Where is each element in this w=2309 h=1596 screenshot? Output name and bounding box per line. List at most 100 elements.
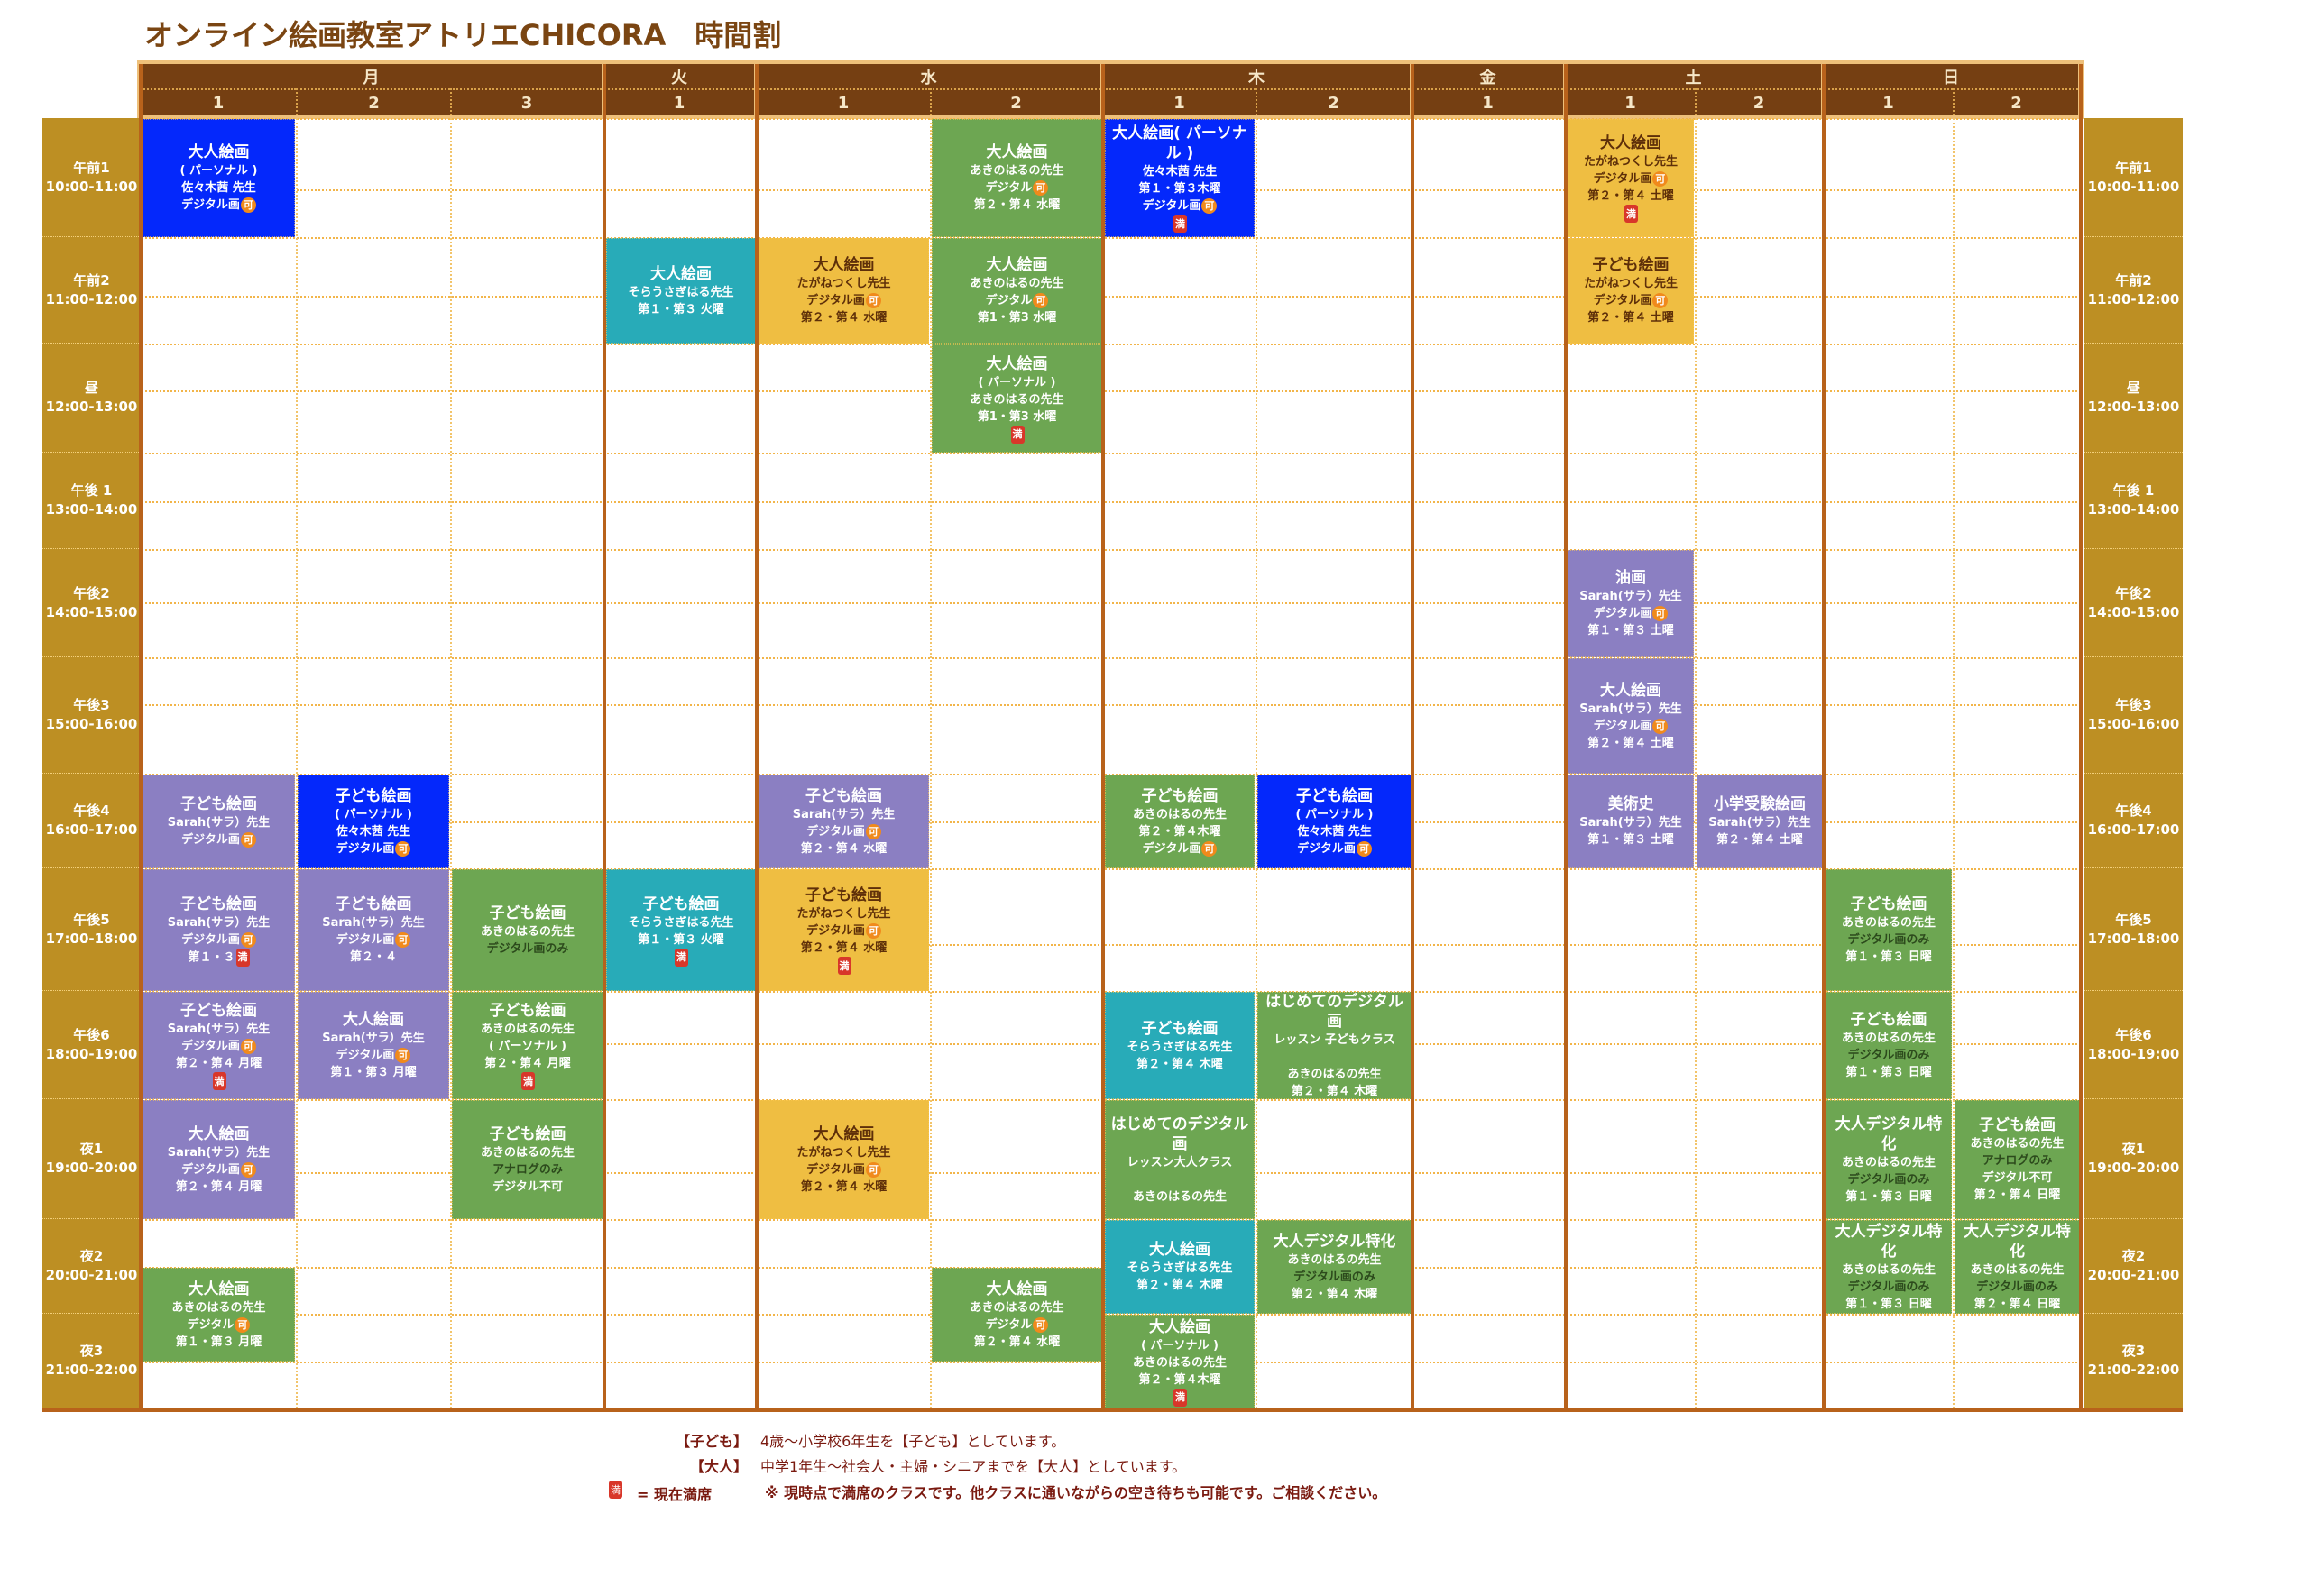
grid-line <box>1256 118 1257 1408</box>
class-text: デジタル画 <box>336 933 395 947</box>
class-block[interactable]: 大人絵画 たがねつくし先生 デジタル画可第２・第４ 水曜 <box>759 238 929 344</box>
class-block[interactable]: 子ども絵画 ( パーソナル ) 佐々木茜 先生 デジタル画可 <box>298 775 449 868</box>
slot-range: 20:00-21:00 <box>2087 1267 2180 1283</box>
class-block[interactable]: 大人絵画 あきのはるの先生 デジタル可第２・第４ 水曜 <box>932 1268 1102 1362</box>
class-block[interactable]: 子ども絵画 たがねつくし先生 デジタル画可第２・第４ 水曜満 <box>759 869 929 991</box>
class-line: 満 <box>1173 215 1187 233</box>
column-header: 1 <box>1412 88 1563 115</box>
class-text: デジタル画 <box>1142 199 1201 213</box>
class-block[interactable]: 子ども絵画 Sarah(サラ）先生 デジタル画可第１・３ 満 <box>143 869 295 991</box>
class-line: 第２・第４ 土曜 <box>1587 735 1674 752</box>
class-text: 子ども絵画 <box>1296 786 1373 805</box>
class-line: 満 <box>520 1072 535 1090</box>
class-block[interactable]: 子ども絵画 Sarah(サラ）先生 デジタル画可 <box>143 775 295 868</box>
grid-line <box>141 602 2081 604</box>
full-badge-icon: 満 <box>609 1481 622 1499</box>
class-line: あきのはるの先生 <box>481 1021 575 1038</box>
slot-range: 15:00-16:00 <box>2087 716 2180 732</box>
class-block[interactable]: 子ども絵画 そらうさぎはる先生 第２・第４ 木曜 <box>1105 992 1255 1099</box>
class-block[interactable]: 子ども絵画 ( パーソナル ) 佐々木茜 先生 デジタル画可 <box>1257 775 1412 868</box>
class-block[interactable]: 大人絵画 Sarah(サラ）先生 デジタル画可第２・第４ 土曜 <box>1568 658 1694 774</box>
class-line: 子ども絵画 <box>1142 786 1219 806</box>
grid-line <box>141 453 2081 454</box>
class-block[interactable]: はじめてのデジタル画 レッスン 子どもクラス あきのはるの先生 第２・第４ 木曜 <box>1257 992 1412 1099</box>
class-block[interactable]: 子ども絵画 あきのはるの先生 アナログのみ デジタル不可 <box>452 1100 603 1219</box>
slot-range: 10:00-11:00 <box>2087 178 2180 195</box>
class-block[interactable]: 大人絵画 あきのはるの先生 デジタル可第２・第４ 水曜 <box>932 119 1102 237</box>
class-block[interactable]: 子ども絵画 あきのはるの先生 デジタル画のみ 第１・第３ 日曜 <box>1826 992 1952 1099</box>
slot-name: 午後3 <box>2115 697 2152 713</box>
class-block[interactable]: 子ども絵画 Sarah(サラ）先生 デジタル画可第２・第４ 月曜満 <box>143 992 295 1099</box>
class-block[interactable]: 大人デジタル特化 あきのはるの先生 デジタル画のみ 第１・第３ 日曜 <box>1826 1220 1952 1314</box>
available-badge-icon: 可 <box>240 1161 256 1178</box>
class-line: 第２・第４ 水曜 <box>801 940 888 957</box>
class-block[interactable]: 大人絵画 ( パーソナル ) あきのはるの先生 第1・第3 水曜満 <box>932 344 1102 453</box>
class-block[interactable]: 子ども絵画 そらうさぎはる先生 第１・第３ 火曜満 <box>606 869 756 991</box>
grid-line <box>1953 118 1955 1408</box>
class-line: あきのはるの先生 <box>1842 914 1936 931</box>
class-block[interactable]: 大人絵画 ( パーソナル ) 佐々木茜 先生 デジタル画可 <box>143 119 295 237</box>
class-block[interactable]: 子ども絵画 あきのはるの先生 第２・第４木曜 デジタル画可 <box>1105 775 1255 868</box>
class-block[interactable]: 大人絵画 たがねつくし先生 デジタル画可第２・第４ 土曜満 <box>1568 119 1694 237</box>
class-text: デジタル <box>985 294 1033 307</box>
class-line: ( パーソナル ) <box>180 162 258 179</box>
available-badge-icon: 可 <box>1652 718 1669 734</box>
day-separator <box>1411 64 1414 1410</box>
available-badge-icon: 可 <box>1033 1316 1049 1333</box>
class-line: 第２・４ <box>350 949 397 966</box>
class-text: デジタル画 <box>806 294 865 307</box>
day-header: 水 <box>757 64 1100 88</box>
class-text: 第２・４ <box>349 950 397 964</box>
class-block[interactable]: 子ども絵画 あきのはるの先生 アナログのみ デジタル不可 第２・第４ 日曜 <box>1955 1100 2080 1219</box>
class-block[interactable]: 油画 Sarah(サラ）先生 デジタル画可第１・第３ 土曜 <box>1568 550 1694 657</box>
class-block[interactable]: 子ども絵画 あきのはるの先生 デジタル画のみ 第１・第３ 日曜 <box>1826 869 1952 991</box>
class-line: デジタル不可 <box>1982 1169 2053 1187</box>
class-text: Sarah(サラ）先生 <box>167 1023 271 1036</box>
class-text: あきのはるの先生 <box>1841 916 1936 930</box>
class-block[interactable]: はじめてのデジタル画 レッスン大人クラス あきのはるの先生 <box>1105 1100 1255 1219</box>
class-line: たがねつくし先生 <box>1584 275 1678 292</box>
class-block[interactable]: 子ども絵画 たがねつくし先生 デジタル画可第２・第４ 土曜 <box>1568 238 1694 344</box>
class-line: 第２・第４ 木曜 <box>1136 1056 1223 1073</box>
class-block[interactable]: 子ども絵画 あきのはるの先生 ( パーソナル ) 第２・第４ 月曜満 <box>452 992 603 1099</box>
grid-line <box>141 657 2081 659</box>
class-line: 第２・第４ 土曜 <box>1587 188 1674 205</box>
class-block[interactable]: 美術史 Sarah(サラ）先生 第１・第３ 土曜 <box>1568 775 1694 868</box>
available-badge-icon: 可 <box>240 197 256 213</box>
class-block[interactable]: 大人絵画 そらうさぎはる先生 第２・第４ 木曜 <box>1105 1220 1255 1314</box>
class-block[interactable]: 子ども絵画 Sarah(サラ）先生 デジタル画可第２・４ <box>298 869 449 991</box>
class-block[interactable]: 大人絵画 あきのはるの先生 デジタル可第1・第3 水曜 <box>932 238 1102 344</box>
class-text: 第２・第４ 日曜 <box>1973 1188 2061 1202</box>
class-block[interactable]: 大人絵画( パーソナル ) 佐々木茜 先生 第１・第３木曜 デジタル画可満 <box>1105 119 1255 237</box>
class-text: 第２・第４ 月曜 <box>484 1057 571 1070</box>
day-separator <box>1101 64 1105 1410</box>
class-line: デジタル画のみ <box>487 940 569 958</box>
class-block[interactable]: 大人デジタル特化 あきのはるの先生 デジタル画のみ 第２・第４ 木曜 <box>1257 1220 1412 1314</box>
class-line: そらうさぎはる先生 <box>628 284 733 301</box>
class-line: 大人絵画 <box>1600 133 1661 153</box>
class-block[interactable]: 大人デジタル特化 あきのはるの先生 デジタル画のみ 第２・第４ 日曜 <box>1955 1220 2080 1314</box>
class-text: 油画 <box>1615 569 1646 587</box>
class-block[interactable]: 大人絵画 あきのはるの先生 デジタル可第１・第３ 月曜 <box>143 1268 295 1362</box>
class-block[interactable]: 大人絵画 ( パーソナル ) あきのはるの先生 第２・第４木曜満 <box>1105 1315 1255 1408</box>
class-line: ( パーソナル ) <box>979 374 1056 391</box>
class-block[interactable]: 大人デジタル特化 あきのはるの先生 デジタル画のみ 第１・第３ 日曜 <box>1826 1100 1952 1219</box>
class-text: 第２・第４ 土曜 <box>1587 736 1674 750</box>
class-block[interactable]: 大人絵画 そらうさぎはる先生 第１・第３ 火曜 <box>606 238 756 344</box>
class-line: ( パーソナル ) <box>1141 1337 1219 1354</box>
class-block[interactable]: 小学受験絵画 Sarah(サラ）先生 第２・第４ 土曜 <box>1697 775 1823 868</box>
slot-range: 11:00-12:00 <box>45 290 138 307</box>
class-text: 第１・第３ 月曜 <box>330 1066 417 1079</box>
class-text: 第１・第３ 火曜 <box>638 302 724 316</box>
class-block[interactable]: 大人絵画 たがねつくし先生 デジタル画可第２・第４ 水曜 <box>759 1100 929 1219</box>
class-block[interactable]: 子ども絵画 あきのはるの先生 デジタル画のみ <box>452 869 603 991</box>
slot-range: 15:00-16:00 <box>45 716 138 732</box>
class-line: 美術史 <box>1608 794 1654 814</box>
full-badge-icon: 満 <box>212 1072 226 1090</box>
class-block[interactable]: 子ども絵画 Sarah(サラ）先生 デジタル画可第２・第４ 水曜 <box>759 775 929 868</box>
class-block[interactable]: 大人絵画 Sarah(サラ）先生 デジタル画可第１・第３ 月曜 <box>298 992 449 1099</box>
available-badge-icon: 可 <box>865 293 881 308</box>
time-label-right: 午後3 15:00-16:00 <box>2084 657 2183 774</box>
grid-line <box>141 344 2081 345</box>
class-block[interactable]: 大人絵画 Sarah(サラ）先生 デジタル画可第２・第４ 月曜 <box>143 1100 295 1219</box>
